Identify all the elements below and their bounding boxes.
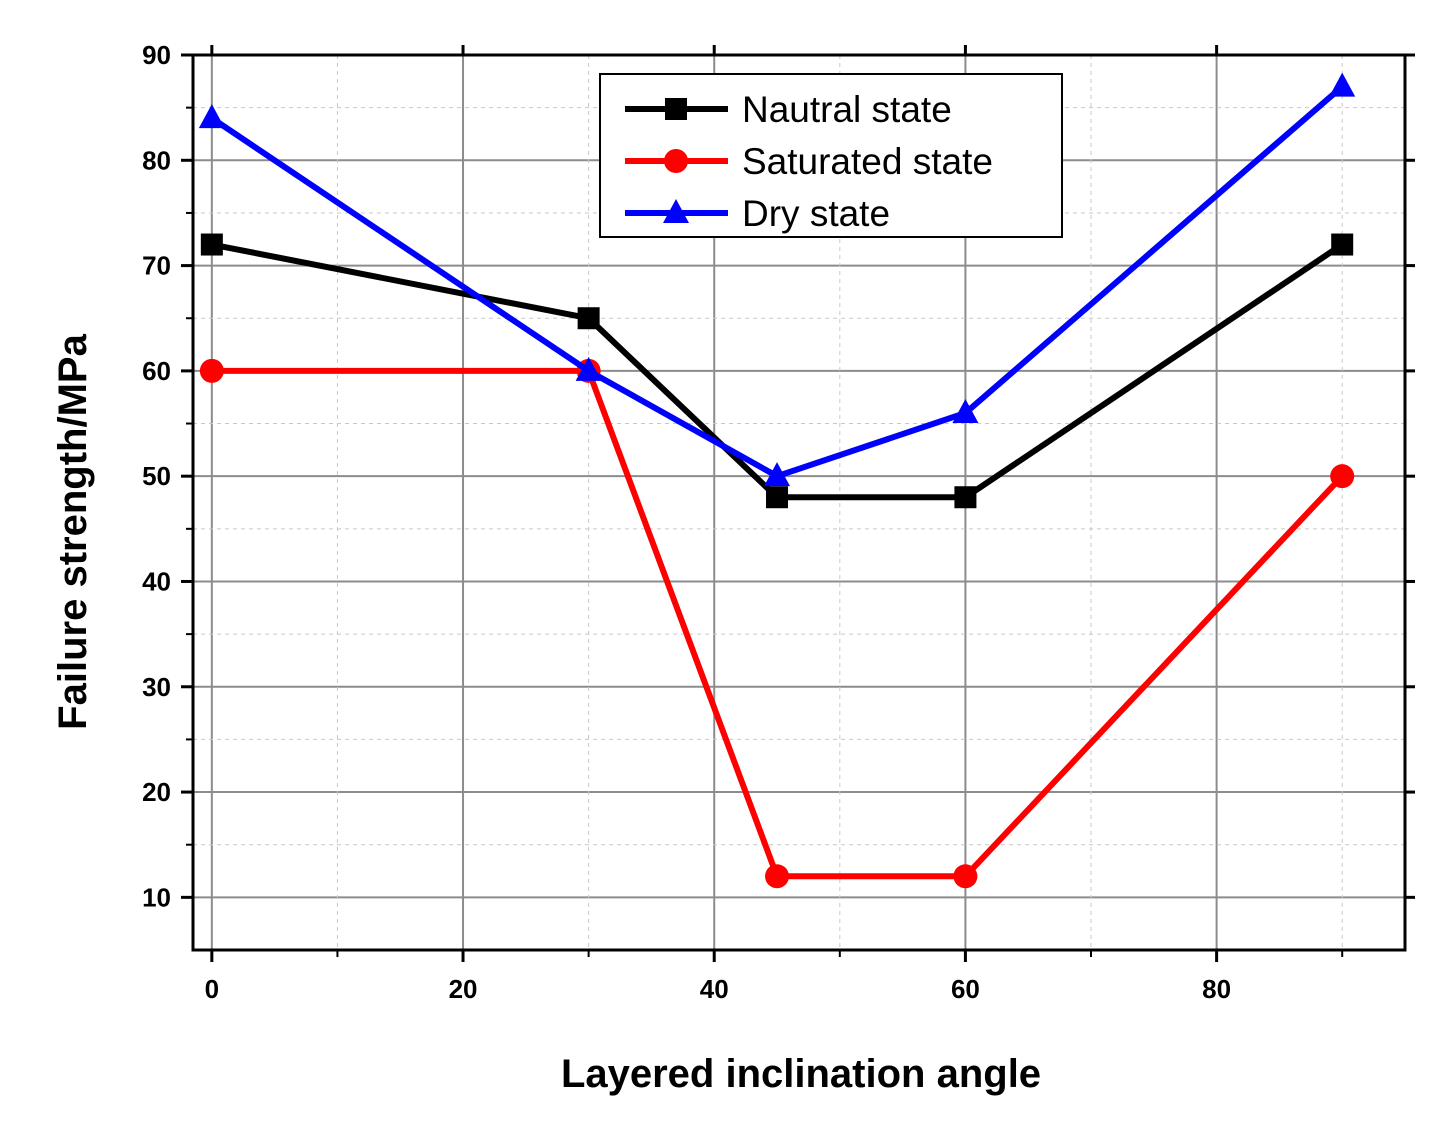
y-tick-label: 10: [142, 882, 171, 912]
legend-label: Nautral state: [742, 89, 952, 130]
y-tick-label: 40: [142, 566, 171, 596]
legend-item: Dry state: [625, 193, 890, 234]
legend: Nautral state Saturated state Dry state: [599, 73, 1063, 238]
data-point: [952, 399, 979, 423]
legend-marker: [664, 149, 688, 173]
data-point: [1329, 72, 1356, 97]
series-saturated-state: [199, 358, 1355, 889]
legend-label: Saturated state: [742, 141, 993, 182]
y-tick-label: 90: [142, 40, 171, 70]
data-point: [575, 356, 602, 381]
series-line: [211, 367, 1345, 880]
data-point: [1330, 464, 1355, 489]
data-point: [954, 486, 977, 509]
plot-frame: [191, 53, 1407, 952]
legend-label: Dry state: [742, 193, 890, 234]
y-tick-label: 80: [142, 145, 171, 175]
series-dry-state: [198, 72, 1356, 487]
x-tick-label: 80: [1202, 974, 1231, 1004]
y-tick-label: 50: [142, 461, 171, 491]
y-tick-label: 70: [142, 251, 171, 281]
y-tick-label: 20: [142, 777, 171, 807]
legend-item: Nautral state: [625, 89, 952, 130]
data-point: [199, 358, 224, 383]
y-tick-label: 60: [142, 356, 171, 386]
series-layer: [198, 72, 1356, 889]
data-point: [766, 486, 789, 509]
x-tick-label: 60: [951, 974, 980, 1004]
y-axis-title: Failure strength/MPa: [51, 333, 95, 729]
x-axis-title: Layered inclination angle: [561, 1052, 1041, 1096]
data-point: [764, 462, 791, 487]
data-point: [953, 864, 978, 889]
legend-marker: [663, 199, 689, 223]
data-point: [765, 864, 790, 889]
x-tick-label: 40: [700, 974, 729, 1004]
y-tick-label: 30: [142, 672, 171, 702]
tick-labels: 0 20 40 60 80 10 20 30 40 50 60 70 80 90: [142, 40, 1231, 1004]
legend-item: Saturated state: [625, 141, 993, 182]
legend-marker: [665, 98, 687, 120]
axes: [181, 45, 1415, 962]
data-point: [577, 307, 600, 330]
x-tick-label: 0: [205, 974, 219, 1004]
data-point: [1331, 233, 1354, 256]
series-nautral-state: [200, 233, 1354, 509]
data-point: [198, 104, 225, 129]
data-point: [200, 233, 223, 256]
x-tick-label: 20: [449, 974, 478, 1004]
